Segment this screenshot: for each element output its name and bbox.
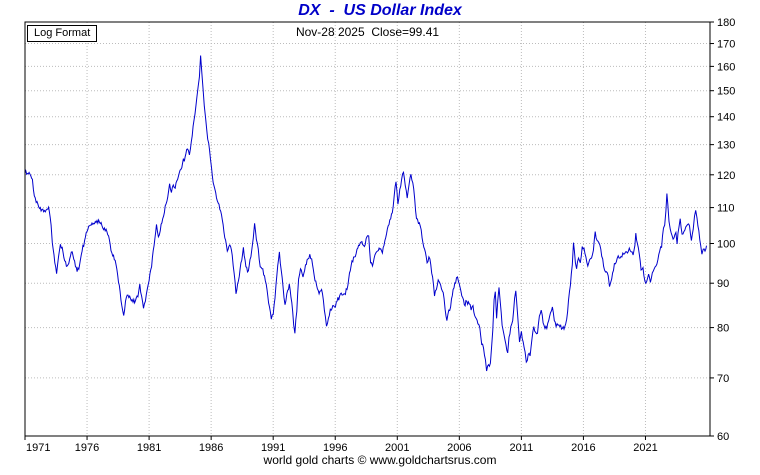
plot-border [24,21,711,437]
y-axis-label: 70 [717,373,729,385]
y-axis-label: 170 [717,39,735,51]
y-axis-label: 180 [717,17,735,29]
x-axis-label: 2001 [385,442,409,454]
chart-title: DX - US Dollar Index [298,2,462,19]
y-axis-label: 80 [717,323,729,335]
x-axis-label: 2006 [447,442,471,454]
y-axis-label: 140 [717,112,735,124]
y-axis-label: 160 [717,61,735,73]
x-axis-label: 1986 [199,442,223,454]
credit-text: world gold charts © www.goldchartsrus.co… [263,453,497,467]
x-axis-label: 2021 [633,442,657,454]
x-axis-label: 2016 [571,442,595,454]
chart-subtitle: Nov-28 2025 Close=99.41 [295,25,440,39]
x-axis-label: 1981 [137,442,161,454]
y-axis-label: 150 [717,86,735,98]
y-axis-label: 100 [717,239,735,251]
log-format-box: Log Format [27,25,98,42]
y-axis-label: 60 [717,431,729,443]
x-axis-label: 1976 [75,442,99,454]
x-axis-label: 1991 [261,442,285,454]
y-axis-label: 120 [717,170,735,182]
price-line [24,55,707,372]
y-axis-label: 110 [717,203,735,215]
x-axis-label: 1971 [26,442,50,454]
x-axis-label: 2011 [510,442,534,454]
y-axis-label: 90 [717,278,729,290]
y-axis-label: 130 [717,140,735,152]
x-axis-label: 1996 [323,442,347,454]
